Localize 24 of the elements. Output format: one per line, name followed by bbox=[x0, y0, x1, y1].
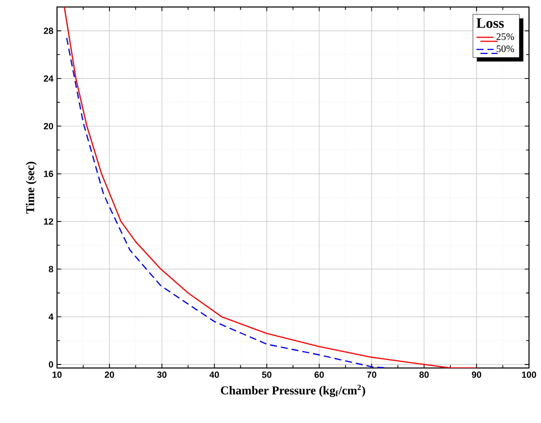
y-axis-title: Time (sec) bbox=[26, 162, 37, 214]
y-tick-label: 4 bbox=[48, 314, 54, 320]
y-tick-label: 12 bbox=[44, 218, 54, 225]
line-series bbox=[64, 6, 478, 368]
x-tick-label: 10 bbox=[52, 372, 62, 378]
legend-label: 50% bbox=[496, 45, 514, 52]
legend-label: 25% bbox=[496, 33, 514, 40]
y-tick-label: 0 bbox=[48, 361, 54, 368]
x-tick-label: 60 bbox=[314, 372, 324, 378]
y-tick-label: 16 bbox=[44, 170, 54, 177]
y-tick-label: 28 bbox=[44, 28, 54, 34]
x-tick-label: 80 bbox=[419, 372, 429, 378]
x-tick-label: 90 bbox=[472, 372, 482, 378]
x-tick-label: 20 bbox=[104, 372, 114, 378]
y-tick-label: 8 bbox=[48, 266, 54, 272]
y-tick-label: 20 bbox=[44, 122, 54, 130]
y-tick-label: 24 bbox=[44, 75, 54, 82]
x-tick-label: 70 bbox=[367, 372, 376, 378]
legend-title: Loss bbox=[476, 18, 504, 28]
x-tick-label: 30 bbox=[157, 372, 167, 378]
x-tick-label: 50 bbox=[262, 372, 272, 378]
x-tick-label: 100 bbox=[522, 372, 536, 378]
x-axis-title: Chamber Pressure (kg$_{f}$/cm$^{2}$) bbox=[220, 384, 366, 397]
x-tick-label: 40 bbox=[209, 372, 219, 378]
